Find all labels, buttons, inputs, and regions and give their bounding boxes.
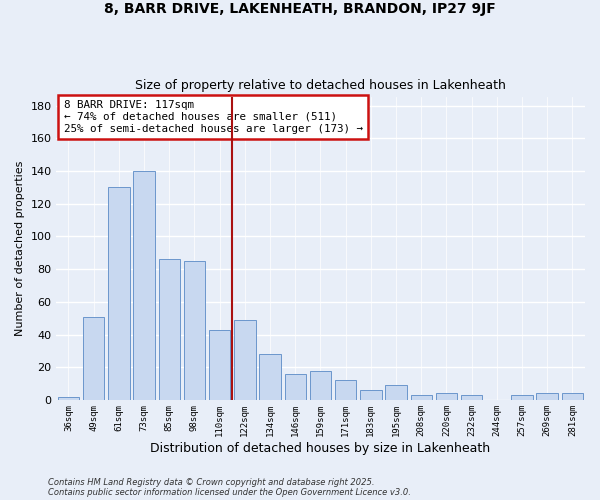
Text: 8 BARR DRIVE: 117sqm
← 74% of detached houses are smaller (511)
25% of semi-deta: 8 BARR DRIVE: 117sqm ← 74% of detached h…	[64, 100, 363, 134]
Text: Contains HM Land Registry data © Crown copyright and database right 2025.
Contai: Contains HM Land Registry data © Crown c…	[48, 478, 411, 497]
Bar	[209, 330, 230, 400]
Bar	[284, 374, 306, 400]
Bar	[536, 394, 558, 400]
Title: Size of property relative to detached houses in Lakenheath: Size of property relative to detached ho…	[135, 79, 506, 92]
Bar	[436, 394, 457, 400]
Text: 8, BARR DRIVE, LAKENHEATH, BRANDON, IP27 9JF: 8, BARR DRIVE, LAKENHEATH, BRANDON, IP27…	[104, 2, 496, 16]
Y-axis label: Number of detached properties: Number of detached properties	[15, 161, 25, 336]
Bar	[562, 394, 583, 400]
Bar	[259, 354, 281, 400]
Bar	[108, 188, 130, 400]
Bar	[83, 316, 104, 400]
Bar	[335, 380, 356, 400]
Bar	[410, 395, 432, 400]
Bar	[58, 397, 79, 400]
Bar	[461, 395, 482, 400]
Bar	[360, 390, 382, 400]
Bar	[184, 261, 205, 400]
Bar	[133, 171, 155, 400]
Bar	[158, 260, 180, 400]
X-axis label: Distribution of detached houses by size in Lakenheath: Distribution of detached houses by size …	[151, 442, 490, 455]
Bar	[234, 320, 256, 400]
Bar	[385, 386, 407, 400]
Bar	[511, 395, 533, 400]
Bar	[310, 370, 331, 400]
